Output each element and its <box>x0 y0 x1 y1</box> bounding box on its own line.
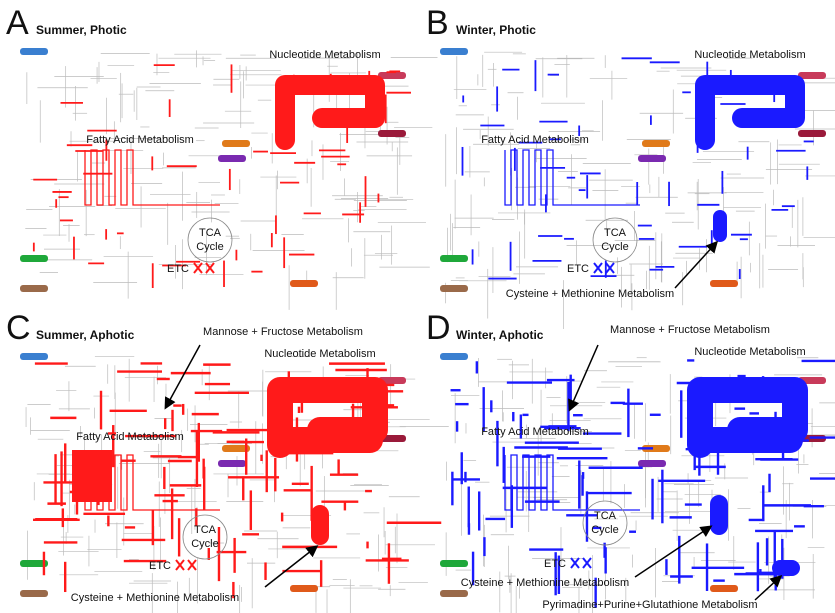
nucleotide-label: Nucleotide Metabolism <box>694 49 805 61</box>
arrow <box>265 547 316 587</box>
panel: TCA Cycle ETC D Winter, Aphotic Nucleotide Me… <box>426 309 835 613</box>
legend-box <box>290 585 318 592</box>
panel-title: Winter, Photic <box>456 23 536 37</box>
nucleotide-label: Nucleotide Metabolism <box>269 49 380 61</box>
legend-box <box>440 560 468 567</box>
cysteine-label: Cysteine + Methionine Metabolism <box>71 592 239 604</box>
legend-box <box>798 72 826 79</box>
cysteine-flux <box>713 210 727 242</box>
fatty-acid-label: Fatty Acid Metabolism <box>481 426 589 438</box>
legend-box <box>440 285 468 292</box>
legend-box <box>638 155 666 162</box>
legend-box <box>440 353 468 360</box>
legend-box <box>222 140 250 147</box>
etc-label: ETC <box>167 263 189 275</box>
nucleotide-flux <box>280 390 375 445</box>
legend-box <box>642 140 670 147</box>
cysteine-label: Cysteine + Methionine Metabolism <box>506 288 674 300</box>
mannose-label: Mannose + Fructose Metabolism <box>610 324 770 336</box>
panel-letter: C <box>6 309 31 347</box>
tca-label: TCA <box>604 227 627 239</box>
panel-title: Summer, Photic <box>36 23 127 37</box>
legend-box <box>20 285 48 292</box>
tca-label: Cycle <box>591 524 619 536</box>
legend-box <box>710 585 738 592</box>
tca-circle <box>188 218 232 262</box>
legend-box <box>440 48 468 55</box>
cysteine-flux <box>710 495 728 535</box>
pyrimidine-flux <box>772 560 800 576</box>
legend-box <box>290 280 318 287</box>
legend-box <box>638 460 666 467</box>
tca-circle <box>183 515 227 559</box>
legend-box <box>440 590 468 597</box>
cysteine-label: Cysteine + Methionine Metabolism <box>461 577 629 589</box>
arrow <box>570 345 598 409</box>
legend-box <box>440 255 468 262</box>
tca-circle <box>583 501 627 545</box>
etc-flux <box>176 560 196 570</box>
legend-box <box>378 130 406 137</box>
panel-title: Summer, Aphotic <box>36 328 135 342</box>
nucleotide-flux <box>705 85 795 140</box>
cysteine-flux <box>311 505 329 545</box>
legend-box <box>20 590 48 597</box>
arrow <box>166 345 200 407</box>
panel: TCA Cycle ETC A Summer, Photic Nucleotide Met… <box>6 4 437 310</box>
legend-box <box>218 460 246 467</box>
etc-label: ETC <box>544 558 566 570</box>
nucleotide-flux <box>700 390 795 445</box>
panel-letter: A <box>6 4 29 42</box>
tca-label: TCA <box>199 227 222 239</box>
legend-box <box>20 48 48 55</box>
legend-box <box>798 130 826 137</box>
panel-letter: B <box>426 4 449 42</box>
figure: TCA Cycle ETC A Summer, Photic Nucleotide Met… <box>0 0 835 613</box>
etc-label: ETC <box>149 560 171 572</box>
tca-circle <box>593 218 637 262</box>
legend-box <box>710 280 738 287</box>
nucleotide-label: Nucleotide Metabolism <box>264 348 375 360</box>
fatty-acid-block <box>72 450 112 502</box>
panel-title: Winter, Aphotic <box>456 328 544 342</box>
fatty-acid-label: Fatty Acid Metabolism <box>76 431 184 443</box>
nucleotide-flux <box>285 85 375 140</box>
tca-label: Cycle <box>191 538 219 550</box>
panel: TCA Cycle ETC C Summer, Aphotic Nucleotide Me… <box>6 309 449 613</box>
arrow <box>635 527 710 577</box>
etc-label: ETC <box>567 263 589 275</box>
fatty-acid-label: Fatty Acid Metabolism <box>481 134 589 146</box>
etc-flux <box>571 558 591 568</box>
legend-box <box>20 353 48 360</box>
legend-box <box>20 255 48 262</box>
tca-label: Cycle <box>601 241 629 253</box>
tca-label: TCA <box>594 510 617 522</box>
mannose-label: Mannose + Fructose Metabolism <box>203 326 363 338</box>
legend-box <box>218 155 246 162</box>
tca-label: TCA <box>194 524 217 536</box>
panel-letter: D <box>426 309 451 347</box>
panel: TCA Cycle ETC B Winter, Photic Nucleotide Met… <box>426 4 835 329</box>
fatty-acid-label: Fatty Acid Metabolism <box>86 134 194 146</box>
pyrimidine-label: Pyrimadine+Purine+Glutathione Metabolism <box>542 599 757 611</box>
nucleotide-label: Nucleotide Metabolism <box>694 346 805 358</box>
etc-flux <box>594 263 614 273</box>
arrow <box>675 243 716 288</box>
tca-label: Cycle <box>196 241 224 253</box>
